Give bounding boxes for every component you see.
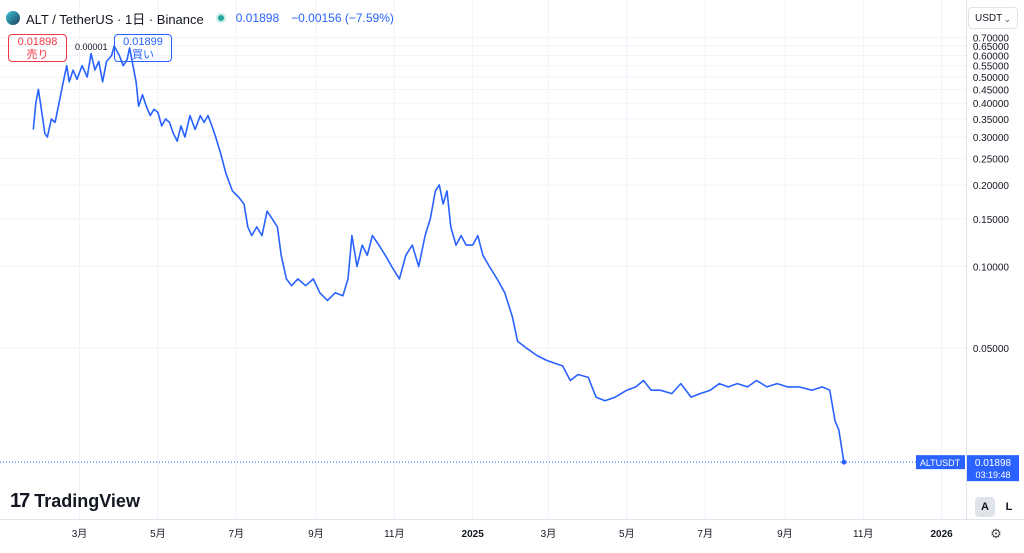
price-line bbox=[32, 45, 845, 463]
currency-select[interactable]: USDT ⌄ bbox=[968, 7, 1018, 29]
tradingview-mark-icon: 17 bbox=[10, 490, 30, 512]
y-tick-label: 0.50000 bbox=[973, 73, 1010, 84]
altlayer-logo-icon bbox=[6, 11, 20, 25]
x-tick-label: 11月 bbox=[384, 528, 404, 540]
symbol-header: ALT / TetherUS · 1日 · Binance 0.01898 −0… bbox=[6, 8, 394, 28]
x-tick-label: 3月 bbox=[541, 528, 557, 540]
buy-button[interactable]: 0.01899 買い bbox=[114, 34, 172, 62]
y-tick-label: 0.05000 bbox=[973, 344, 1010, 355]
sell-button[interactable]: 0.01898 売り bbox=[8, 34, 67, 62]
x-tick-label: 7月 bbox=[697, 528, 713, 540]
y-tick-label: 0.70000 bbox=[973, 33, 1010, 44]
last-price: 0.01898 bbox=[235, 11, 280, 25]
price-change: −0.00156 (−7.59%) bbox=[291, 11, 394, 25]
y-tick-label: 0.45000 bbox=[973, 85, 1010, 96]
symbol-tag-bg bbox=[916, 455, 965, 470]
y-tick-label: 0.40000 bbox=[973, 99, 1010, 110]
x-tick-label: 11月 bbox=[853, 528, 873, 540]
sell-price: 0.01898 bbox=[17, 36, 58, 48]
sell-label: 売り bbox=[26, 49, 49, 61]
x-tick-label: 3月 bbox=[72, 528, 88, 540]
y-tick-label: 0.20000 bbox=[973, 181, 1010, 192]
x-tick-label: 5月 bbox=[619, 528, 635, 540]
price-tag-value: 0.01898 bbox=[975, 458, 1012, 469]
y-tick-label: 0.35000 bbox=[973, 115, 1010, 126]
spread-value: 0.00001 bbox=[75, 42, 108, 52]
x-tick-label: 9月 bbox=[308, 528, 324, 540]
y-tick-label: 0.10000 bbox=[973, 263, 1010, 274]
x-tick-label: 7月 bbox=[228, 528, 244, 540]
time-axis: 3月 5月 7月 9月 11月 2025 3月 5月 7月 9月 11月 2026 bbox=[0, 519, 1024, 540]
y-tick-label: 0.25000 bbox=[973, 155, 1010, 166]
y-tick-label: 0.15000 bbox=[973, 215, 1010, 226]
y-tick-label: 0.30000 bbox=[973, 133, 1010, 144]
x-tick-label: 9月 bbox=[777, 528, 793, 540]
x-tick-label: 5月 bbox=[150, 528, 166, 540]
y-tick-label: 0.60000 bbox=[973, 51, 1010, 62]
buy-label: 買い bbox=[132, 49, 154, 61]
chevron-down-icon: ⌄ bbox=[1003, 14, 1011, 24]
y-tick-label: 0.55000 bbox=[973, 62, 1010, 73]
currency-label: USDT bbox=[975, 13, 1003, 24]
series-layer bbox=[32, 45, 847, 465]
symbol-tag-label: ALTUSDT bbox=[920, 458, 961, 468]
settings-icon[interactable]: ⚙ bbox=[990, 526, 1002, 541]
tradingview-logo[interactable]: 17 TradingView bbox=[10, 490, 140, 513]
y-tick-label: 0.65000 bbox=[973, 42, 1010, 53]
auto-scale-button[interactable]: A bbox=[975, 497, 995, 517]
price-axis: 0.05000 0.10000 0.15000 0.20000 0.25000 0.300… bbox=[966, 0, 1010, 519]
x-tick-label: 2026 bbox=[930, 529, 953, 540]
price-tag-countdown: 03:19:48 bbox=[975, 470, 1010, 480]
symbol-title[interactable]: ALT / TetherUS · 1日 · Binance bbox=[26, 11, 204, 27]
buy-price: 0.01899 bbox=[123, 36, 163, 48]
x-tick-label: 2025 bbox=[462, 529, 485, 540]
market-status-icon[interactable] bbox=[215, 13, 226, 23]
price-tag-bg bbox=[967, 455, 1019, 482]
grid bbox=[0, 0, 966, 519]
brand-name: TradingView bbox=[34, 491, 140, 511]
log-scale-button[interactable]: L bbox=[1005, 501, 1013, 513]
